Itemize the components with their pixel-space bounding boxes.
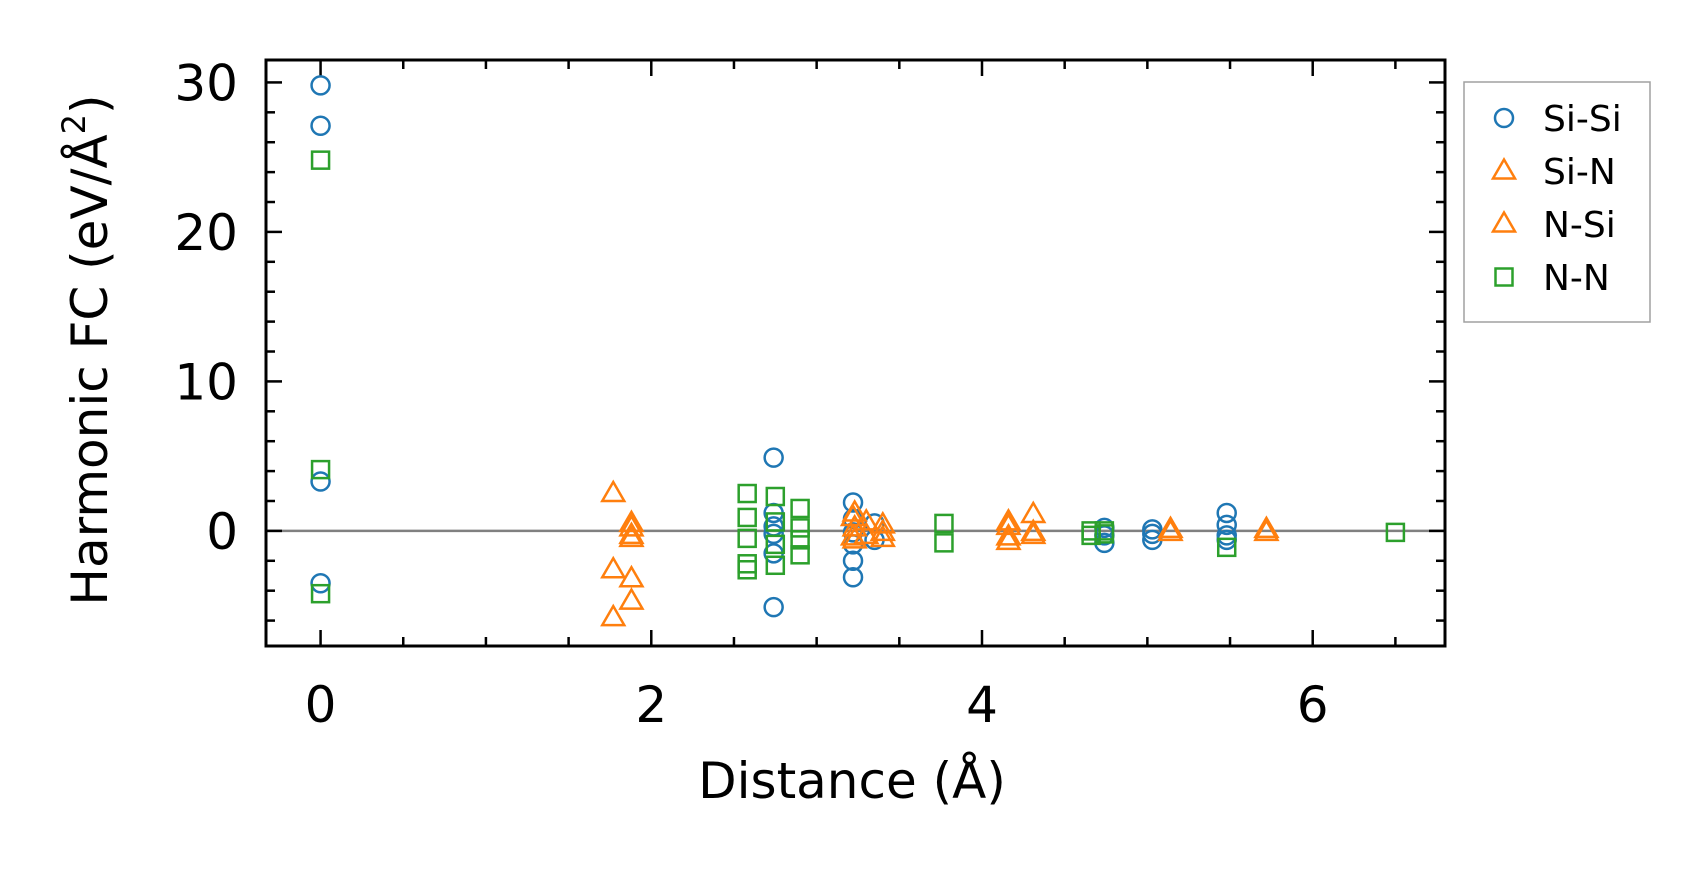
point-n-si	[995, 512, 1022, 536]
x-tick-labels: 0 2 4 6	[305, 676, 1329, 734]
point-si-n	[600, 555, 627, 579]
point-n-n	[737, 507, 757, 528]
point-si-si	[763, 596, 784, 618]
point-si-si	[310, 75, 331, 96]
point-si-si	[310, 115, 331, 137]
legend-marker-n-n	[1494, 267, 1514, 287]
x-tick-label: 2	[635, 676, 667, 734]
point-si-n	[600, 479, 627, 503]
point-n-n	[1094, 524, 1115, 544]
point-si-n	[1253, 515, 1280, 539]
point-n-si	[995, 522, 1022, 546]
point-n-n	[790, 545, 810, 565]
point-si-si	[1216, 502, 1237, 524]
point-si-si	[1216, 514, 1237, 536]
point-si-si	[763, 447, 784, 468]
point-si-si	[763, 523, 784, 545]
point-n-si	[618, 513, 645, 537]
y-axis-title-suffix: )	[61, 94, 119, 114]
point-si-si	[310, 572, 331, 594]
point-n-n	[765, 555, 786, 576]
point-n-n	[310, 150, 331, 170]
y-tick-label: 0	[206, 503, 238, 561]
x-tick-label: 0	[305, 676, 337, 734]
point-n-n	[790, 518, 810, 538]
x-axis-title: Distance (Å)	[698, 752, 1006, 810]
point-n-si	[1020, 518, 1047, 542]
point-n-si	[853, 507, 880, 531]
point-n-n	[1385, 522, 1406, 543]
point-si-si	[842, 550, 864, 572]
point-n-n	[310, 459, 331, 480]
y-axis-title: Harmonic FC (eV/Å2)	[55, 94, 119, 605]
point-n-si	[841, 513, 868, 537]
data-points-layer	[310, 75, 1406, 627]
y-tick-label: 30	[174, 54, 238, 112]
point-n-n	[737, 560, 757, 580]
plot-frame	[264, 58, 1447, 648]
legend: Si-Si Si-N N-Si N-N	[1463, 81, 1651, 323]
point-n-n	[765, 512, 786, 532]
point-n-n	[1216, 537, 1237, 558]
x-tick-label: 6	[1297, 676, 1329, 734]
point-n-si	[869, 518, 896, 542]
x-tick-label: 4	[966, 676, 998, 734]
point-si-si	[842, 566, 864, 588]
point-si-si	[310, 471, 331, 492]
y-tick-labels: 0 10 20 30	[174, 54, 238, 560]
y-axis-title-superscript: 2	[55, 114, 93, 134]
point-n-n	[737, 483, 757, 504]
point-n-n	[765, 486, 786, 507]
point-n-n	[934, 513, 954, 534]
legend-label-si-si: Si-Si	[1543, 99, 1622, 140]
point-si-n	[869, 510, 896, 534]
point-si-n	[869, 524, 896, 548]
point-n-si	[841, 498, 868, 522]
point-n-si	[841, 525, 868, 549]
point-si-n	[618, 564, 645, 588]
point-si-n	[600, 603, 627, 627]
legend-label-n-n: N-N	[1543, 258, 1610, 299]
legend-marker-n-si	[1490, 210, 1518, 233]
point-n-si	[618, 524, 645, 548]
point-si-n	[995, 527, 1022, 551]
point-n-n	[1081, 525, 1101, 546]
point-n-si	[853, 521, 880, 545]
y-axis-title-main: Harmonic FC (eV/Å	[61, 134, 119, 605]
point-n-si	[1253, 518, 1280, 542]
legend-label-n-si: N-Si	[1543, 205, 1616, 246]
legend-marker-si-si	[1493, 107, 1515, 129]
point-si-n	[1157, 515, 1184, 539]
point-n-n	[737, 528, 757, 549]
point-si-si	[842, 492, 864, 513]
point-n-n	[765, 534, 786, 555]
legend-label-si-n: Si-N	[1543, 152, 1616, 193]
point-si-n	[1020, 521, 1047, 545]
legend-marker-si-n	[1490, 157, 1518, 180]
point-n-n	[310, 583, 331, 604]
point-si-n	[618, 509, 645, 533]
y-tick-label: 20	[174, 204, 238, 262]
point-n-n	[790, 498, 810, 519]
point-si-n	[618, 587, 645, 610]
point-n-n	[934, 533, 954, 553]
point-n-si	[1157, 518, 1184, 542]
y-tick-label: 10	[174, 353, 238, 411]
point-si-n	[618, 521, 645, 545]
point-n-n	[790, 530, 810, 550]
